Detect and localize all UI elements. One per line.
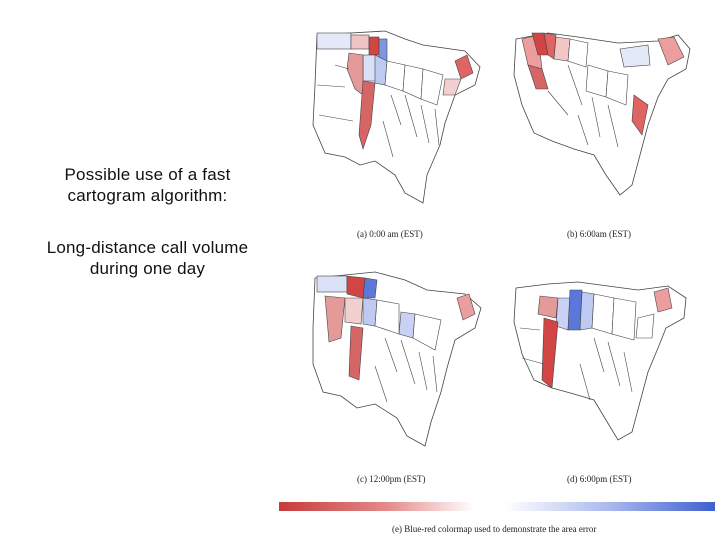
slide-body: Long-distance call volume during one day	[46, 238, 249, 278]
caption-d: (d) 6:00pm (EST)	[567, 474, 632, 484]
caption-b: (b) 6:00am (EST)	[567, 229, 631, 239]
cartogram-map-d	[508, 268, 698, 448]
cartogram-map-b	[508, 25, 698, 205]
colormap-caption: (e) Blue-red colormap used to demonstrat…	[392, 524, 597, 534]
cartogram-map-c	[305, 268, 495, 448]
cartogram-map-a	[305, 25, 495, 205]
colormap-red-bar	[279, 502, 474, 511]
caption-c: (c) 12:00pm (EST)	[357, 474, 426, 484]
colormap-blue-bar	[505, 502, 715, 511]
caption-a: (a) 0:00 am (EST)	[357, 229, 423, 239]
slide-heading: Possible use of a fast cartogram algorit…	[64, 165, 231, 205]
